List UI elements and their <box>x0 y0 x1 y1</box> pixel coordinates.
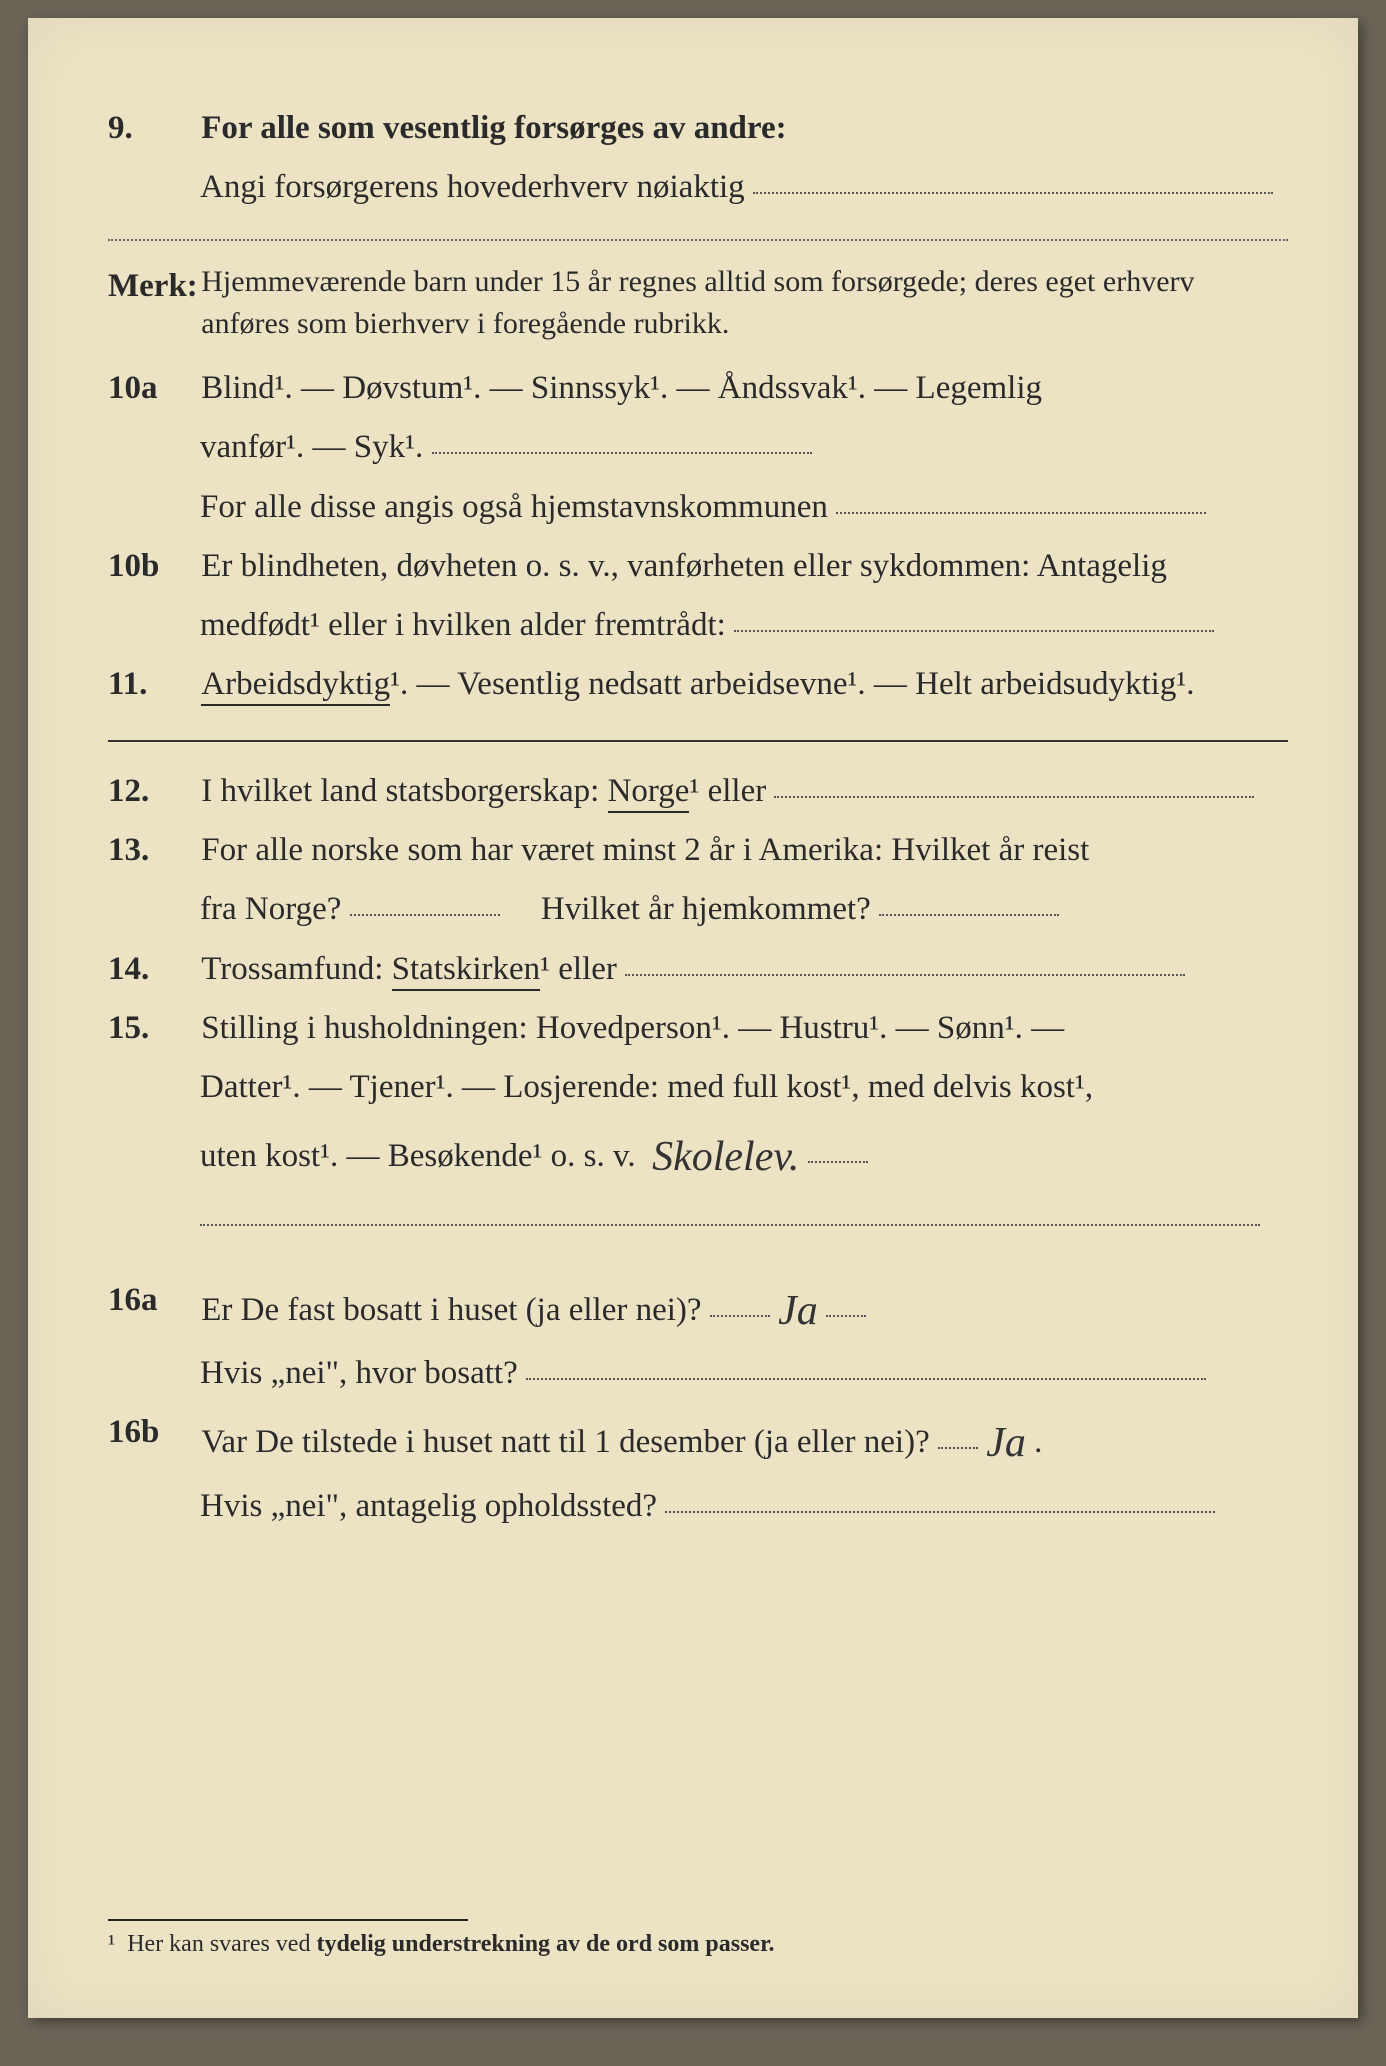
q10a-line1: Blind¹. — Døvstum¹. — Sinnssyk¹. — Åndss… <box>201 370 1042 406</box>
fill-line <box>879 881 1059 916</box>
fill-line <box>753 159 1273 194</box>
q9-title: For alle som vesentlig forsørges av andr… <box>201 110 786 146</box>
fill-line <box>665 1478 1215 1513</box>
document-page: 9. For alle som vesentlig forsørges av a… <box>28 18 1358 2018</box>
fill-line <box>432 419 812 454</box>
fill-line <box>350 881 500 916</box>
footnote-marker: ¹ <box>108 1931 115 1957</box>
q15-number: 15. <box>108 1003 193 1054</box>
q14-post: ¹ eller <box>540 951 617 987</box>
fill-line <box>200 1191 1260 1226</box>
q10b-line2: medfødt¹ eller i hvilken alder fremtrådt… <box>200 600 1288 651</box>
q15-row: 15. Stilling i husholdningen: Hovedperso… <box>108 1003 1288 1054</box>
footnote: ¹ Her kan svares ved tydelig understrekn… <box>108 1919 775 1958</box>
q13-number: 13. <box>108 825 193 876</box>
q9-number: 9. <box>108 103 193 154</box>
q13-line2a: fra Norge? <box>200 891 341 927</box>
q11-row: 11. Arbeidsdyktig¹. — Vesentlig nedsatt … <box>108 659 1288 710</box>
q15-extra-line <box>200 1194 1288 1245</box>
q12-number: 12. <box>108 766 193 817</box>
merk-row: Merk: Hjemmeværende barn under 15 år reg… <box>108 261 1288 345</box>
q15-line1: Stilling i husholdningen: Hovedperson¹. … <box>201 1010 1064 1046</box>
fill-line <box>710 1282 770 1317</box>
q11-rest: ¹. — Vesentlig nedsatt arbeidsevne¹. — H… <box>390 666 1194 702</box>
q16b-row: 16b Var De tilstede i huset natt til 1 d… <box>108 1407 1288 1472</box>
q13-line2b: Hvilket år hjemkommet? <box>541 891 871 927</box>
q12-pre: I hvilket land statsborgerskap: <box>201 773 607 809</box>
q10a-row: 10a Blind¹. — Døvstum¹. — Sinnssyk¹. — Å… <box>108 363 1288 414</box>
fill-line <box>625 941 1185 976</box>
q10a-line2: vanfør¹. — Syk¹. <box>200 422 1288 473</box>
q15-line3-text: uten kost¹. — Besøkende¹ o. s. v. <box>200 1138 636 1174</box>
merk-label: Merk: <box>108 261 193 312</box>
q10a-line3: For alle disse angis også hjemstavnskomm… <box>200 482 1288 533</box>
q16b-q2-text: Hvis „nei", antagelig opholdssted? <box>200 1488 657 1524</box>
q12-body: I hvilket land statsborgerskap: Norge¹ e… <box>201 766 1286 817</box>
q10b-row: 10b Er blindheten, døvheten o. s. v., va… <box>108 541 1288 592</box>
q16a-q2: Hvis „nei", hvor bosatt? <box>200 1348 1288 1399</box>
q10b-line2-text: medfødt¹ eller i hvilken alder fremtrådt… <box>200 607 726 643</box>
q15-body: Stilling i husholdningen: Hovedperson¹. … <box>201 1003 1286 1054</box>
q10b-line1: Er blindheten, døvheten o. s. v., vanfør… <box>201 548 1167 584</box>
q16b-ans: Ja <box>986 1420 1026 1466</box>
q9-row: 9. For alle som vesentlig forsørges av a… <box>108 103 1288 154</box>
q16a-body: Er De fast bosatt i huset (ja eller nei)… <box>201 1275 1286 1340</box>
q14-number: 14. <box>108 944 193 995</box>
q16a-row: 16a Er De fast bosatt i huset (ja eller … <box>108 1275 1288 1340</box>
q16a-q1: Er De fast bosatt i huset (ja eller nei)… <box>201 1292 701 1328</box>
q12-post: ¹ eller <box>689 773 766 809</box>
q13-body: For alle norske som har været minst 2 år… <box>201 825 1286 876</box>
q13-line2: fra Norge? Hvilket år hjemkommet? <box>200 884 1288 935</box>
fill-line <box>808 1128 868 1163</box>
q14-body: Trossamfund: Statskirken¹ eller <box>201 944 1286 995</box>
q15-line2-text: Datter¹. — Tjener¹. — Losjerende: med fu… <box>200 1069 1093 1105</box>
q15-line2: Datter¹. — Tjener¹. — Losjerende: med fu… <box>200 1062 1288 1113</box>
q14-underlined: Statskirken <box>392 951 540 991</box>
q13-line1: For alle norske som har været minst 2 år… <box>201 832 1089 868</box>
fill-line <box>526 1345 1206 1380</box>
q10a-number: 10a <box>108 363 193 414</box>
fill-line <box>938 1414 978 1449</box>
q9-line2: Angi forsørgerens hovederhverv nøiaktig <box>200 162 1288 213</box>
q9-body: For alle som vesentlig forsørges av andr… <box>201 103 1286 154</box>
q10a-line2-text: vanfør¹. — Syk¹. <box>200 429 423 465</box>
q16a-number: 16a <box>108 1275 193 1326</box>
fill-line <box>774 763 1254 798</box>
fill-line <box>836 479 1206 514</box>
q16a-q2-text: Hvis „nei", hvor bosatt? <box>200 1355 518 1391</box>
q10b-body: Er blindheten, døvheten o. s. v., vanfør… <box>201 541 1286 592</box>
divider <box>108 239 1288 241</box>
q12-row: 12. I hvilket land statsborgerskap: Norg… <box>108 766 1288 817</box>
q16b-q2: Hvis „nei", antagelig opholdssted? <box>200 1481 1288 1532</box>
fill-line <box>826 1282 866 1317</box>
q16b-q1: Var De tilstede i huset natt til 1 desem… <box>201 1424 929 1460</box>
fill-line <box>734 597 1214 632</box>
q16b-body: Var De tilstede i huset natt til 1 desem… <box>201 1407 1286 1472</box>
q15-line3: uten kost¹. — Besøkende¹ o. s. v. Skolel… <box>200 1121 1288 1186</box>
q12-underlined: Norge <box>608 773 690 813</box>
q15-handwritten: Skolelev. <box>652 1134 799 1180</box>
q16b-number: 16b <box>108 1407 193 1458</box>
content-area: 9. For alle som vesentlig forsørges av a… <box>108 103 1288 1540</box>
q14-pre: Trossamfund: <box>201 951 391 987</box>
q13-row: 13. For alle norske som har været minst … <box>108 825 1288 876</box>
q11-body: Arbeidsdyktig¹. — Vesentlig nedsatt arbe… <box>201 659 1286 710</box>
q11-underlined: Arbeidsdyktig <box>201 666 390 706</box>
q10b-number: 10b <box>108 541 193 592</box>
footnote-pre: Her kan svares ved <box>127 1931 316 1957</box>
q9-text: Angi forsørgerens hovederhverv nøiaktig <box>200 169 745 205</box>
q11-number: 11. <box>108 659 193 710</box>
section-divider <box>108 740 1288 742</box>
q14-row: 14. Trossamfund: Statskirken¹ eller <box>108 944 1288 995</box>
footnote-rule <box>108 1919 468 1921</box>
q10a-line3-text: For alle disse angis også hjemstavnskomm… <box>200 489 828 525</box>
q10a-body: Blind¹. — Døvstum¹. — Sinnssyk¹. — Åndss… <box>201 363 1286 414</box>
footnote-bold: tydelig understrekning av de ord som pas… <box>316 1931 774 1957</box>
q16a-ans: Ja <box>778 1288 818 1334</box>
merk-text: Hjemmeværende barn under 15 år regnes al… <box>201 261 1286 345</box>
